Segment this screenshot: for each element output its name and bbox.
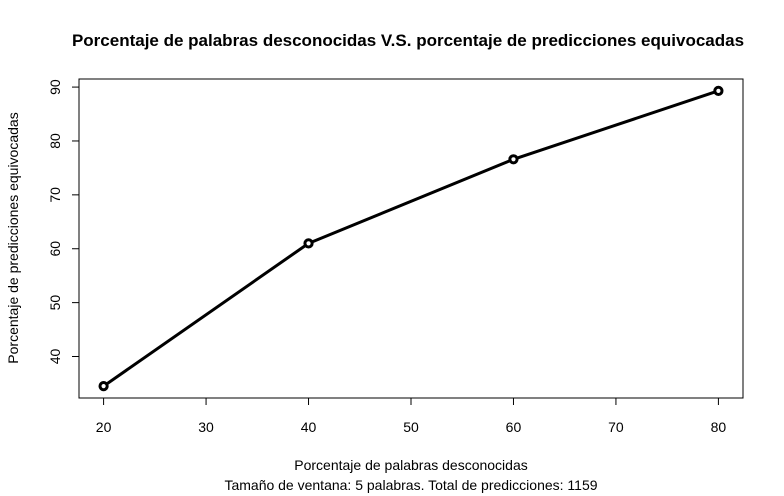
data-point: [508, 154, 519, 165]
x-tick-label: 40: [301, 419, 317, 435]
y-axis-label: Porcentaje de predicciones equivocadas: [5, 112, 21, 363]
y-axis: 40 50 60 70 80 90: [47, 79, 80, 365]
y-tick-label: 70: [47, 187, 63, 203]
x-tick-label: 50: [403, 419, 419, 435]
x-tick-label: 70: [608, 419, 624, 435]
x-tick-label: 20: [96, 419, 112, 435]
data-point: [98, 381, 109, 392]
x-axis: 20 30 40 50 60 70 80: [96, 397, 727, 435]
y-tick-label: 60: [47, 241, 63, 257]
x-tick-label: 60: [506, 419, 522, 435]
y-tick-label: 40: [47, 349, 63, 365]
data-point: [713, 85, 724, 96]
chart-title: Porcentaje de palabras desconocidas V.S.…: [72, 31, 744, 50]
x-axis-label: Porcentaje de palabras desconocidas: [294, 457, 528, 473]
y-tick-label: 80: [47, 133, 63, 149]
data-point: [303, 238, 314, 249]
plot-area: [78, 78, 744, 399]
series-line: [102, 89, 720, 388]
y-tick-label: 90: [47, 79, 63, 95]
x-tick-label: 30: [198, 419, 214, 435]
y-tick-label: 50: [47, 295, 63, 311]
x-tick-label: 80: [711, 419, 727, 435]
series: [98, 85, 724, 392]
chart-subtitle: Tamaño de ventana: 5 palabras. Total de …: [224, 477, 597, 493]
